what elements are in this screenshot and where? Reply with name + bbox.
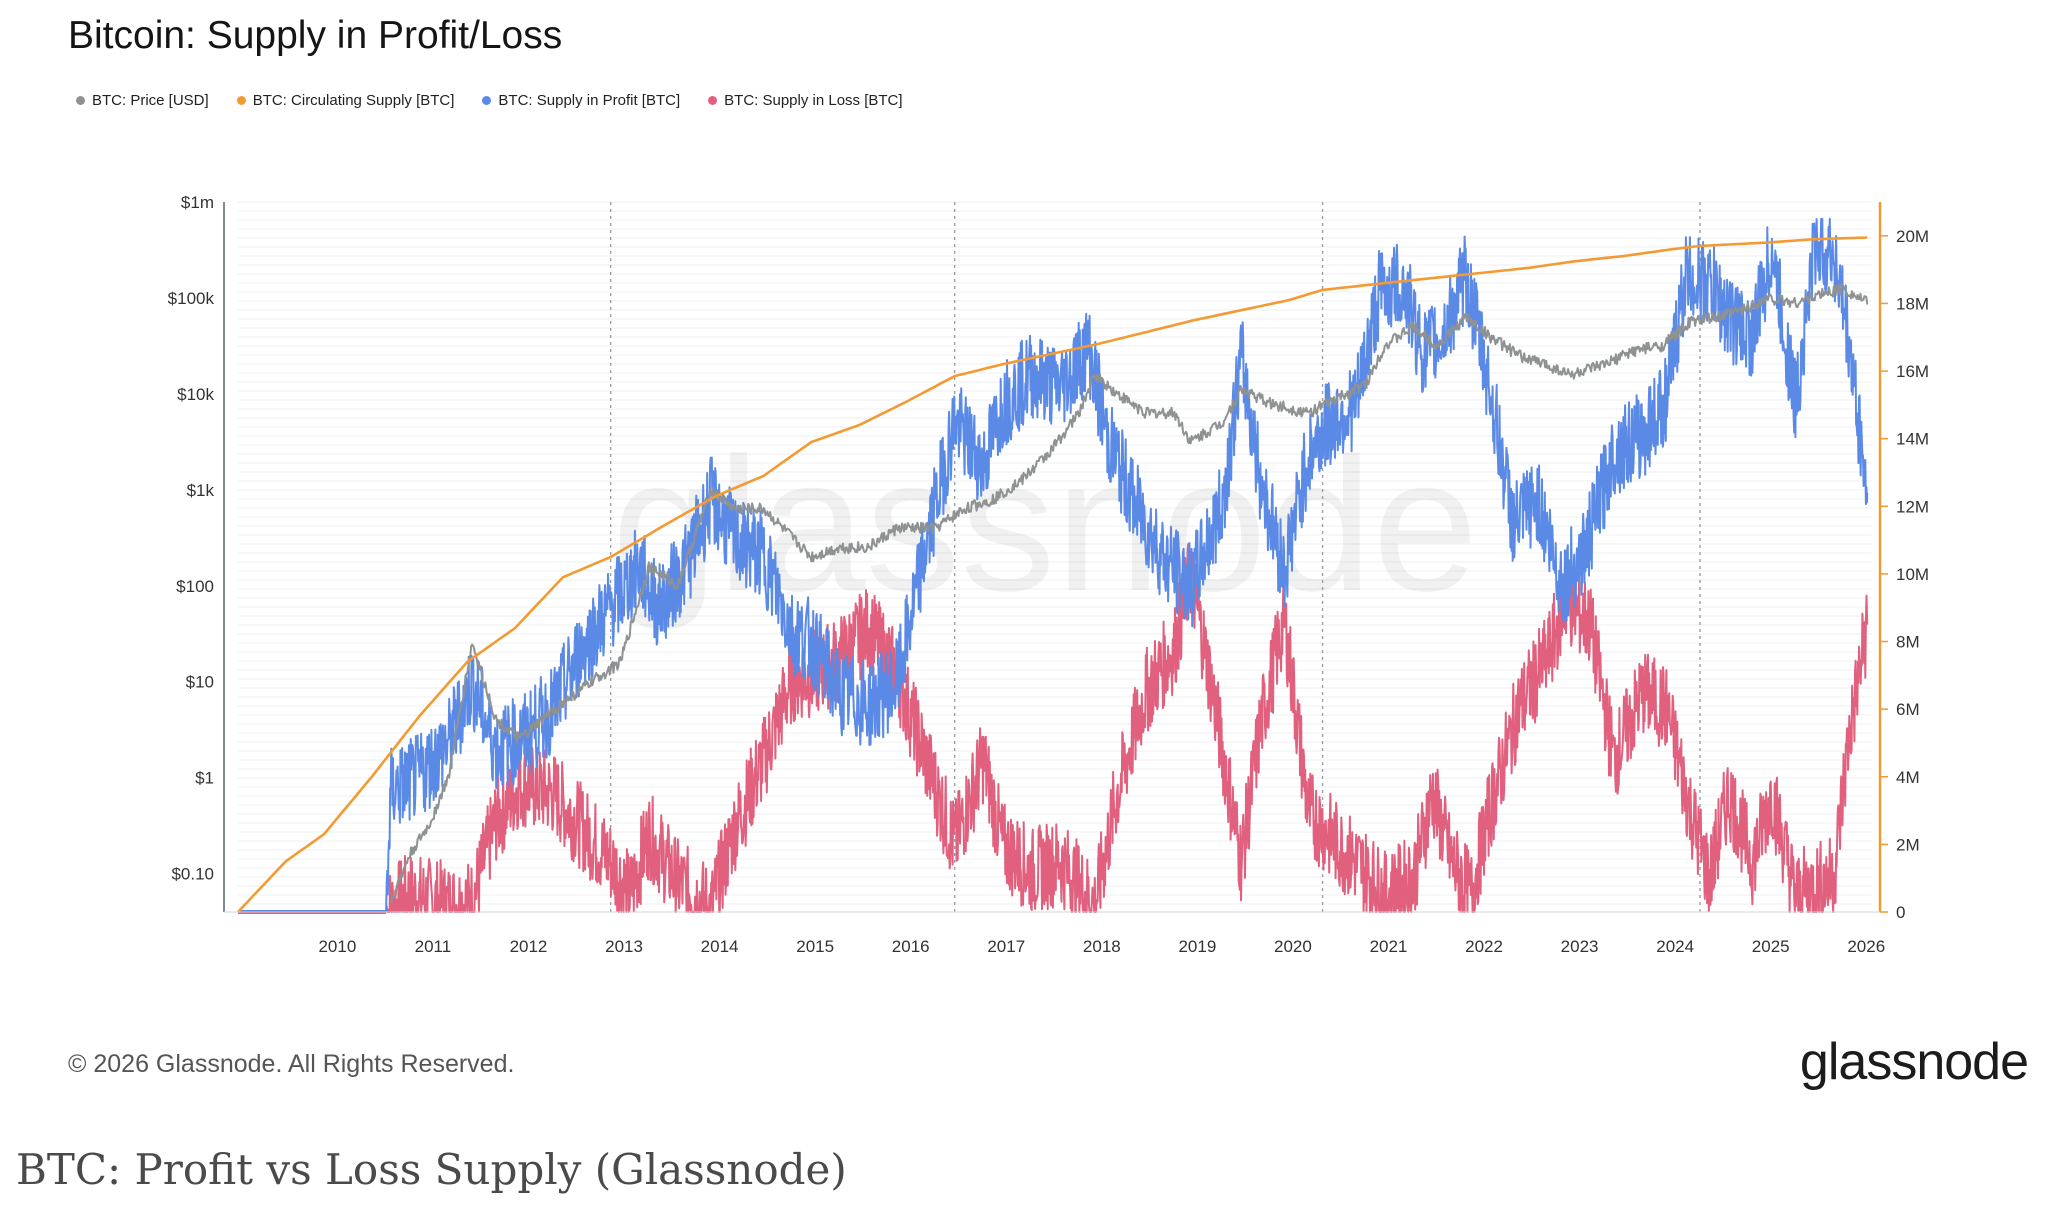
legend-dot-supply-in-profit [482,96,492,105]
x-tick-label: 2013 [605,937,643,956]
legend-label-circulating-supply: BTC: Circulating Supply [BTC] [252,92,455,109]
x-tick-label: 2012 [510,937,548,956]
glassnode-logo: glassnode [1799,1033,2029,1091]
x-tick-label: 2026 [1847,937,1885,956]
x-tick-label: 2020 [1274,937,1312,956]
chart-plot-area[interactable]: glassnode $1m$100k$10k$1k$100$10$1$0.102… [0,0,2048,1000]
y-right-tick-label: 2M [1896,835,1920,854]
grid-layer [238,201,1872,905]
axis-layer: $1m $100k $10k $1k $100 $10 $1 $0.10 20M 18M 16M 14… [168,193,1929,956]
legend-item-circulating-supply[interactable]: BTC: Circulating Supply [BTC] [236,92,455,109]
x-tick-label: 2017 [987,937,1025,956]
y-left-tick-label: $10k [177,385,214,404]
x-tick-label: 2015 [796,937,834,956]
y-right-tick-label: 4M [1896,768,1920,787]
y-right-tick-label: 0 [1896,903,1905,922]
y-left-tick-label: $10 [186,673,214,692]
chart-title: Bitcoin: Supply in Profit/Loss [68,14,563,57]
legend-dot-supply-in-loss [708,96,718,105]
legend-item-supply-in-profit[interactable]: BTC: Supply in Profit [BTC] [482,92,680,109]
y-right-tick-label: 6M [1896,700,1920,719]
x-tick-label: 2016 [892,937,930,956]
x-tick-label: 2023 [1561,937,1599,956]
chart-legend: BTC: Price [USD] BTC: Circulating Supply… [76,92,903,109]
y-left-tick-label: $1m [181,193,214,212]
legend-label-supply-in-profit: BTC: Supply in Profit [BTC] [498,92,681,109]
y-right-tick-label: 8M [1896,633,1920,652]
y-right-tick-label: 16M [1896,362,1929,381]
y-right-tick-label: 14M [1896,430,1929,449]
legend-dot-price [76,96,85,105]
legend-item-price[interactable]: BTC: Price [USD] [76,92,209,109]
y-left-tick-label: $1 [195,769,214,788]
x-tick-label: 2024 [1656,937,1694,956]
x-tick-label: 2018 [1083,937,1121,956]
y-right-tick-label: 18M [1896,294,1929,313]
y-right-tick-label: 10M [1896,565,1929,584]
x-tick-label: 2025 [1752,937,1790,956]
y-right-tick-label: 20M [1896,227,1929,246]
y-left-tick-label: $100 [176,577,214,596]
legend-item-supply-in-loss[interactable]: BTC: Supply in Loss [BTC] [708,92,903,109]
x-tick-label: 2022 [1465,937,1503,956]
y-right-tick-label: 12M [1896,497,1929,516]
legend-label-price: BTC: Price [USD] [92,92,209,109]
series-supply-in-profit [385,217,1869,913]
series-supply-in-loss [385,543,1869,913]
y-left-tick-label: $0.10 [171,865,214,884]
series-price [389,283,1869,904]
x-tick-label: 2010 [318,937,356,956]
copyright-text: © 2026 Glassnode. All Rights Reserved. [68,1050,515,1078]
figure-caption: BTC: Profit vs Loss Supply (Glassnode) [16,1145,847,1194]
legend-label-supply-in-loss: BTC: Supply in Loss [BTC] [724,92,903,109]
y-left-tick-label: $100k [168,289,215,308]
legend-dot-circulating-supply [236,96,246,105]
series-layer [237,217,1869,914]
x-tick-label: 2019 [1178,937,1216,956]
y-left-tick-label: $1k [187,481,215,500]
x-tick-label: 2021 [1370,937,1408,956]
series-circulating-supply [237,236,1868,913]
x-tick-label: 2011 [415,937,452,956]
x-tick-label: 2014 [701,937,739,956]
